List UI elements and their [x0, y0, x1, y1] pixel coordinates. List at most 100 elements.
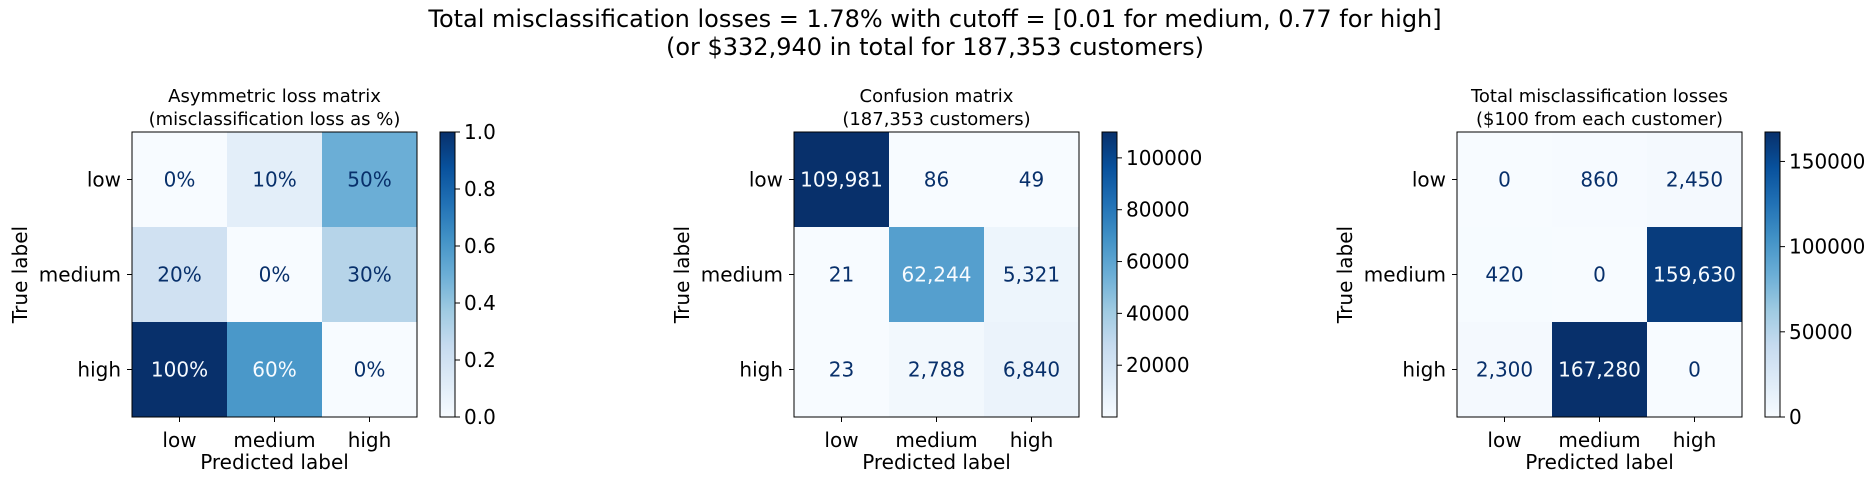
colorbar-tick-label: 20000	[1126, 353, 1190, 377]
heatmap-cell	[132, 322, 227, 417]
cell-value-label: 21	[829, 263, 854, 287]
cell-value-label: 20%	[157, 263, 201, 287]
x-tick-label: medium	[895, 428, 977, 452]
cell-value-label: 6,840	[1003, 358, 1060, 382]
heatmap-cell	[227, 132, 322, 227]
panel-2-title-line2: (187,353 customers)	[842, 109, 1030, 130]
colorbar-tick-label: 1.0	[464, 120, 496, 144]
heatmap-cell	[1457, 322, 1552, 417]
cell-value-label: 30%	[347, 263, 391, 287]
x-tick-label: low	[824, 428, 858, 452]
colorbar	[1764, 131, 1781, 418]
heatmap-cell	[1647, 322, 1742, 417]
heatmap-cell	[889, 132, 984, 227]
x-tick-label: low	[162, 428, 196, 452]
cell-value-label: 23	[829, 358, 854, 382]
cell-value-label: 2,450	[1666, 168, 1723, 192]
panel-3-title-line1: Total misclassification losses	[1470, 86, 1728, 107]
colorbar	[1101, 131, 1118, 418]
y-tick-label: low	[87, 168, 121, 192]
y-axis-label: True label	[1333, 226, 1357, 324]
cell-value-label: 5,321	[1003, 263, 1060, 287]
y-tick-label: high	[739, 358, 783, 382]
colorbar-tick-label: 80000	[1126, 198, 1190, 222]
cell-value-label: 0	[1593, 263, 1606, 287]
heatmap-cell	[1457, 227, 1552, 322]
x-tick-label: high	[1010, 428, 1054, 452]
y-tick-label: high	[1402, 358, 1446, 382]
y-tick-label: medium	[39, 263, 121, 287]
cell-value-label: 60%	[252, 358, 296, 382]
cell-value-label: 2,300	[1476, 358, 1533, 382]
cell-value-label: 167,280	[1558, 358, 1641, 382]
cell-value-label: 100%	[151, 358, 208, 382]
cell-value-label: 0%	[164, 168, 196, 192]
cell-value-label: 109,981	[800, 168, 883, 192]
cell-value-label: 62,244	[902, 263, 972, 287]
cell-value-label: 2,788	[908, 358, 965, 382]
x-tick-label: medium	[233, 428, 315, 452]
heatmap-cell	[322, 227, 417, 322]
x-tick-label: high	[1673, 428, 1717, 452]
colorbar-tick-label: 0.8	[464, 177, 496, 201]
heatmap-cell	[1552, 322, 1647, 417]
cell-value-label: 159,630	[1653, 263, 1736, 287]
cell-value-label: 860	[1580, 168, 1618, 192]
heatmap-cell	[227, 322, 322, 417]
heatmap-cell	[322, 322, 417, 417]
colorbar-tick-label: 0.0	[464, 405, 496, 429]
colorbar-tick-label: 100000	[1126, 146, 1202, 170]
y-axis-label: True label	[670, 226, 694, 324]
y-tick-label: high	[77, 358, 121, 382]
heatmap-cell	[132, 132, 227, 227]
x-axis-label: Predicted label	[862, 450, 1011, 474]
cell-value-label: 10%	[252, 168, 296, 192]
colorbar-tick-label: 100000	[1789, 235, 1865, 259]
cell-value-label: 0	[1688, 358, 1701, 382]
heatmap-cell	[889, 227, 984, 322]
figure-suptitle-line1: Total misclassification losses = 1.78% w…	[428, 5, 1442, 33]
colorbar-tick-label: 0	[1789, 405, 1802, 429]
cell-value-label: 0%	[259, 263, 291, 287]
x-tick-label: medium	[1558, 428, 1640, 452]
colorbar-tick-label: 0.4	[464, 291, 496, 315]
panel-1-title-line1: Asymmetric loss matrix	[168, 86, 381, 107]
heatmap-cell	[1647, 227, 1742, 322]
cell-value-label: 0%	[354, 358, 386, 382]
heatmap-cell	[132, 227, 227, 322]
cell-value-label: 86	[924, 168, 949, 192]
heatmap-cell	[984, 322, 1079, 417]
heatmap-cell	[227, 227, 322, 322]
heatmap-cell	[794, 322, 889, 417]
panel-3-title-line2: ($100 from each customer)	[1476, 109, 1723, 130]
figure-suptitle-line2: (or $332,940 in total for 187,353 custom…	[665, 33, 1205, 61]
y-tick-label: low	[749, 168, 783, 192]
colorbar-tick-label: 150000	[1789, 149, 1865, 173]
heatmap-cell	[984, 132, 1079, 227]
colorbar	[439, 131, 456, 418]
cell-value-label: 420	[1485, 263, 1523, 287]
heatmap-cell	[984, 227, 1079, 322]
colorbar-tick-label: 0.2	[464, 348, 496, 372]
x-axis-label: Predicted label	[1525, 450, 1674, 474]
heatmap-cell	[1552, 227, 1647, 322]
colorbar-tick-label: 50000	[1789, 320, 1853, 344]
heatmap-cell	[794, 132, 889, 227]
colorbar-tick-label: 40000	[1126, 301, 1190, 325]
y-tick-label: medium	[1364, 263, 1446, 287]
y-tick-label: low	[1412, 168, 1446, 192]
x-tick-label: low	[1487, 428, 1521, 452]
cell-value-label: 0	[1498, 168, 1511, 192]
y-tick-label: medium	[701, 263, 783, 287]
panel-1-title-line2: (misclassification loss as %)	[149, 109, 401, 130]
heatmap-cell	[1647, 132, 1742, 227]
heatmap-cell	[794, 227, 889, 322]
panel-2-title-line1: Confusion matrix	[860, 86, 1014, 107]
heatmap-cell	[889, 322, 984, 417]
colorbar-tick-label: 0.6	[464, 234, 496, 258]
heatmap-cell	[1552, 132, 1647, 227]
cell-value-label: 50%	[347, 168, 391, 192]
colorbar-tick-label: 60000	[1126, 250, 1190, 274]
cell-value-label: 49	[1019, 168, 1044, 192]
